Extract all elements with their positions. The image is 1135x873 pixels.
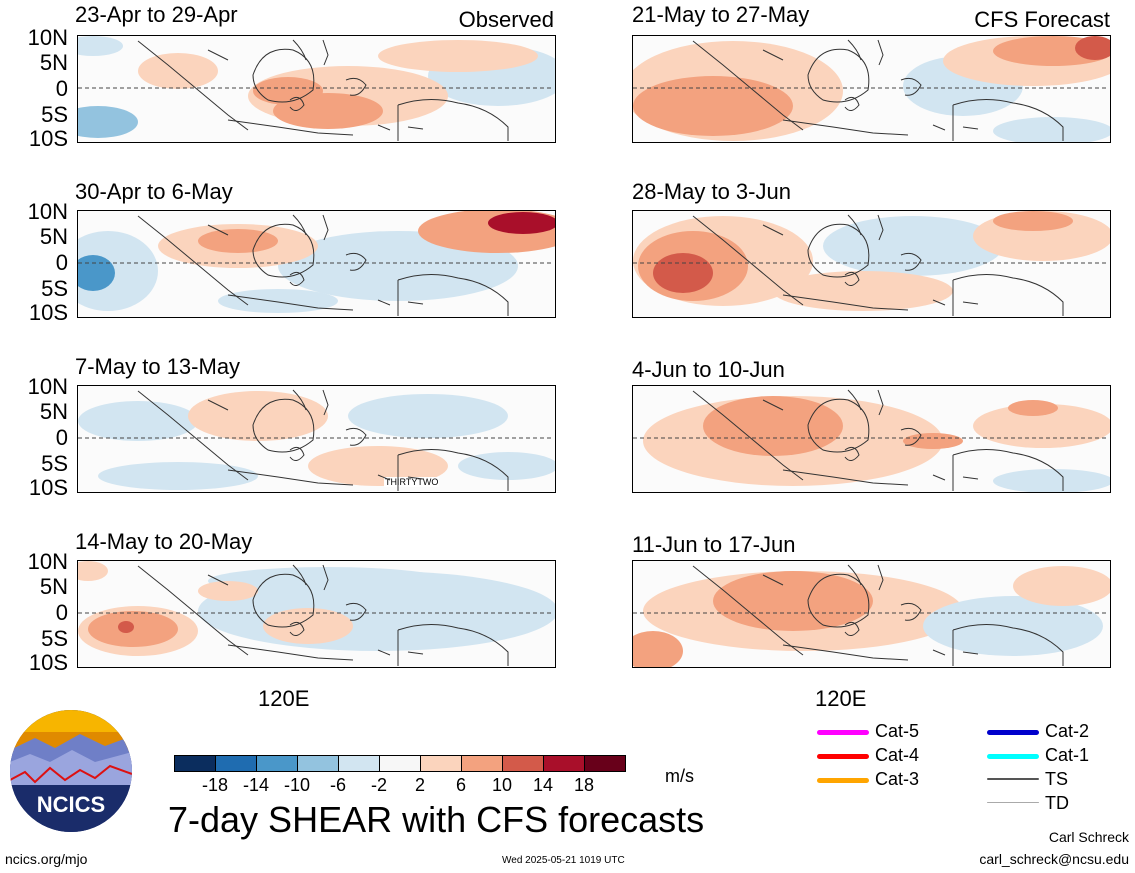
storm-annotation: THIRTYTWO (384, 477, 440, 487)
panel-title-5: 21-May to 27-May (632, 2, 810, 27)
y-tick: 5S (41, 626, 68, 651)
y-tick: 5S (41, 276, 68, 301)
colorbar-tick: 10 (491, 775, 513, 795)
y-tick: 5N (39, 399, 68, 424)
y-tick: 5N (39, 50, 68, 75)
colorbar-tick: 14 (532, 775, 554, 795)
y-tick: 5N (39, 224, 68, 249)
colorbar-swatch (461, 755, 503, 772)
map-panel-2 (77, 210, 556, 318)
colorbar-swatch (174, 755, 216, 772)
colorbar-tick: 6 (455, 775, 466, 795)
y-tick: 0 (55, 425, 68, 450)
y-tick: 10N (27, 549, 68, 574)
y-tick: 0 (55, 600, 68, 625)
ncics-logo: NCICS (10, 710, 132, 832)
colorbar-tick: -10 (283, 775, 310, 795)
legend-label: Cat-2 (1045, 721, 1090, 741)
main-title: 7-day SHEAR with CFS forecasts (168, 799, 705, 840)
y-tick: 5S (41, 102, 68, 127)
legend-line-cat-1 (987, 754, 1039, 759)
logo-text: NCICS (36, 792, 106, 817)
colorbar-units: m/s (665, 766, 694, 786)
colorbar-tick: 18 (573, 775, 595, 795)
y-tick: 10N (27, 374, 68, 399)
panel-title-4: 14-May to 20-May (75, 529, 253, 554)
shear-field-7 (643, 396, 1110, 492)
legend-line-cat-4 (817, 754, 869, 759)
y-tick: 5S (41, 451, 68, 476)
y-tick: 10S (28, 650, 68, 675)
y-tick: 10N (27, 199, 68, 224)
x-tick-left: 120E (258, 686, 310, 711)
shear-field-2 (78, 211, 555, 313)
footer-email: carl_schreck@ncsu.edu (979, 851, 1129, 867)
panel-title-2: 30-Apr to 6-May (75, 179, 233, 204)
legend-line-cat-3 (817, 778, 869, 783)
legend-label: Cat-1 (1045, 745, 1090, 765)
map-panel-5 (632, 35, 1111, 143)
legend-line-cat-5 (817, 730, 869, 735)
map-panel-6 (632, 210, 1111, 318)
forecast-label: CFS Forecast (974, 7, 1110, 32)
colorbar-swatch (297, 755, 339, 772)
colorbar-swatch (420, 755, 462, 772)
panel-title-8: 11-Jun to 17-Jun (632, 532, 796, 557)
legend-line-cat-2 (987, 730, 1039, 735)
panel-title-7: 4-Jun to 10-Jun (632, 357, 785, 382)
map-panel-8 (632, 560, 1111, 668)
y-tick: 10N (27, 25, 68, 50)
colorbar-tick: -18 (201, 775, 228, 795)
legend-line-ts (987, 778, 1039, 780)
y-tick: 10S (28, 126, 68, 151)
colorbar-tick: -6 (329, 775, 346, 795)
observed-label: Observed (458, 7, 554, 32)
map-panel-1 (77, 35, 556, 143)
legend-label: TD (1045, 793, 1069, 813)
colorbar-swatch (338, 755, 380, 772)
colorbar-tick: -14 (242, 775, 269, 795)
panel-title-6: 28-May to 3-Jun (632, 179, 791, 204)
colorbar-swatch (215, 755, 257, 772)
legend-label: Cat-4 (875, 745, 920, 765)
colorbar-tick: 2 (414, 775, 425, 795)
legend-label: Cat-3 (875, 769, 920, 789)
map-panel-3: THIRTYTWO (77, 385, 556, 493)
y-tick: 10S (28, 475, 68, 500)
panel-title-1: 23-Apr to 29-Apr (75, 2, 238, 27)
colorbar-swatch (256, 755, 298, 772)
colorbar-swatch (502, 755, 544, 772)
map-panel-7 (632, 385, 1111, 493)
legend-line-td (987, 802, 1039, 803)
colorbar-swatch (543, 755, 585, 772)
y-tick: 10S (28, 300, 68, 325)
colorbar-swatch (584, 755, 626, 772)
legend-label: TS (1045, 769, 1069, 789)
legend-label: Cat-5 (875, 721, 920, 741)
shear-field-1 (78, 36, 555, 138)
shear-field-5 (633, 36, 1110, 142)
shear-field-3 (78, 391, 555, 490)
footer-timestamp: Wed 2025-05-21 1019 UTC (502, 855, 625, 866)
y-tick: 0 (55, 250, 68, 275)
map-panel-4 (77, 560, 556, 668)
shear-field-8 (633, 566, 1110, 667)
colorbar-swatch (379, 755, 421, 772)
shear-field-4 (78, 561, 555, 656)
y-tick: 5N (39, 574, 68, 599)
shear-field-6 (633, 211, 1110, 311)
footer-author: Carl Schreck (1048, 829, 1129, 845)
panel-title-3: 7-May to 13-May (75, 354, 241, 379)
x-tick-right: 120E (815, 686, 867, 711)
footer-url: ncics.org/mjo (5, 851, 88, 867)
y-tick: 0 (55, 76, 68, 101)
colorbar-tick: -2 (370, 775, 387, 795)
